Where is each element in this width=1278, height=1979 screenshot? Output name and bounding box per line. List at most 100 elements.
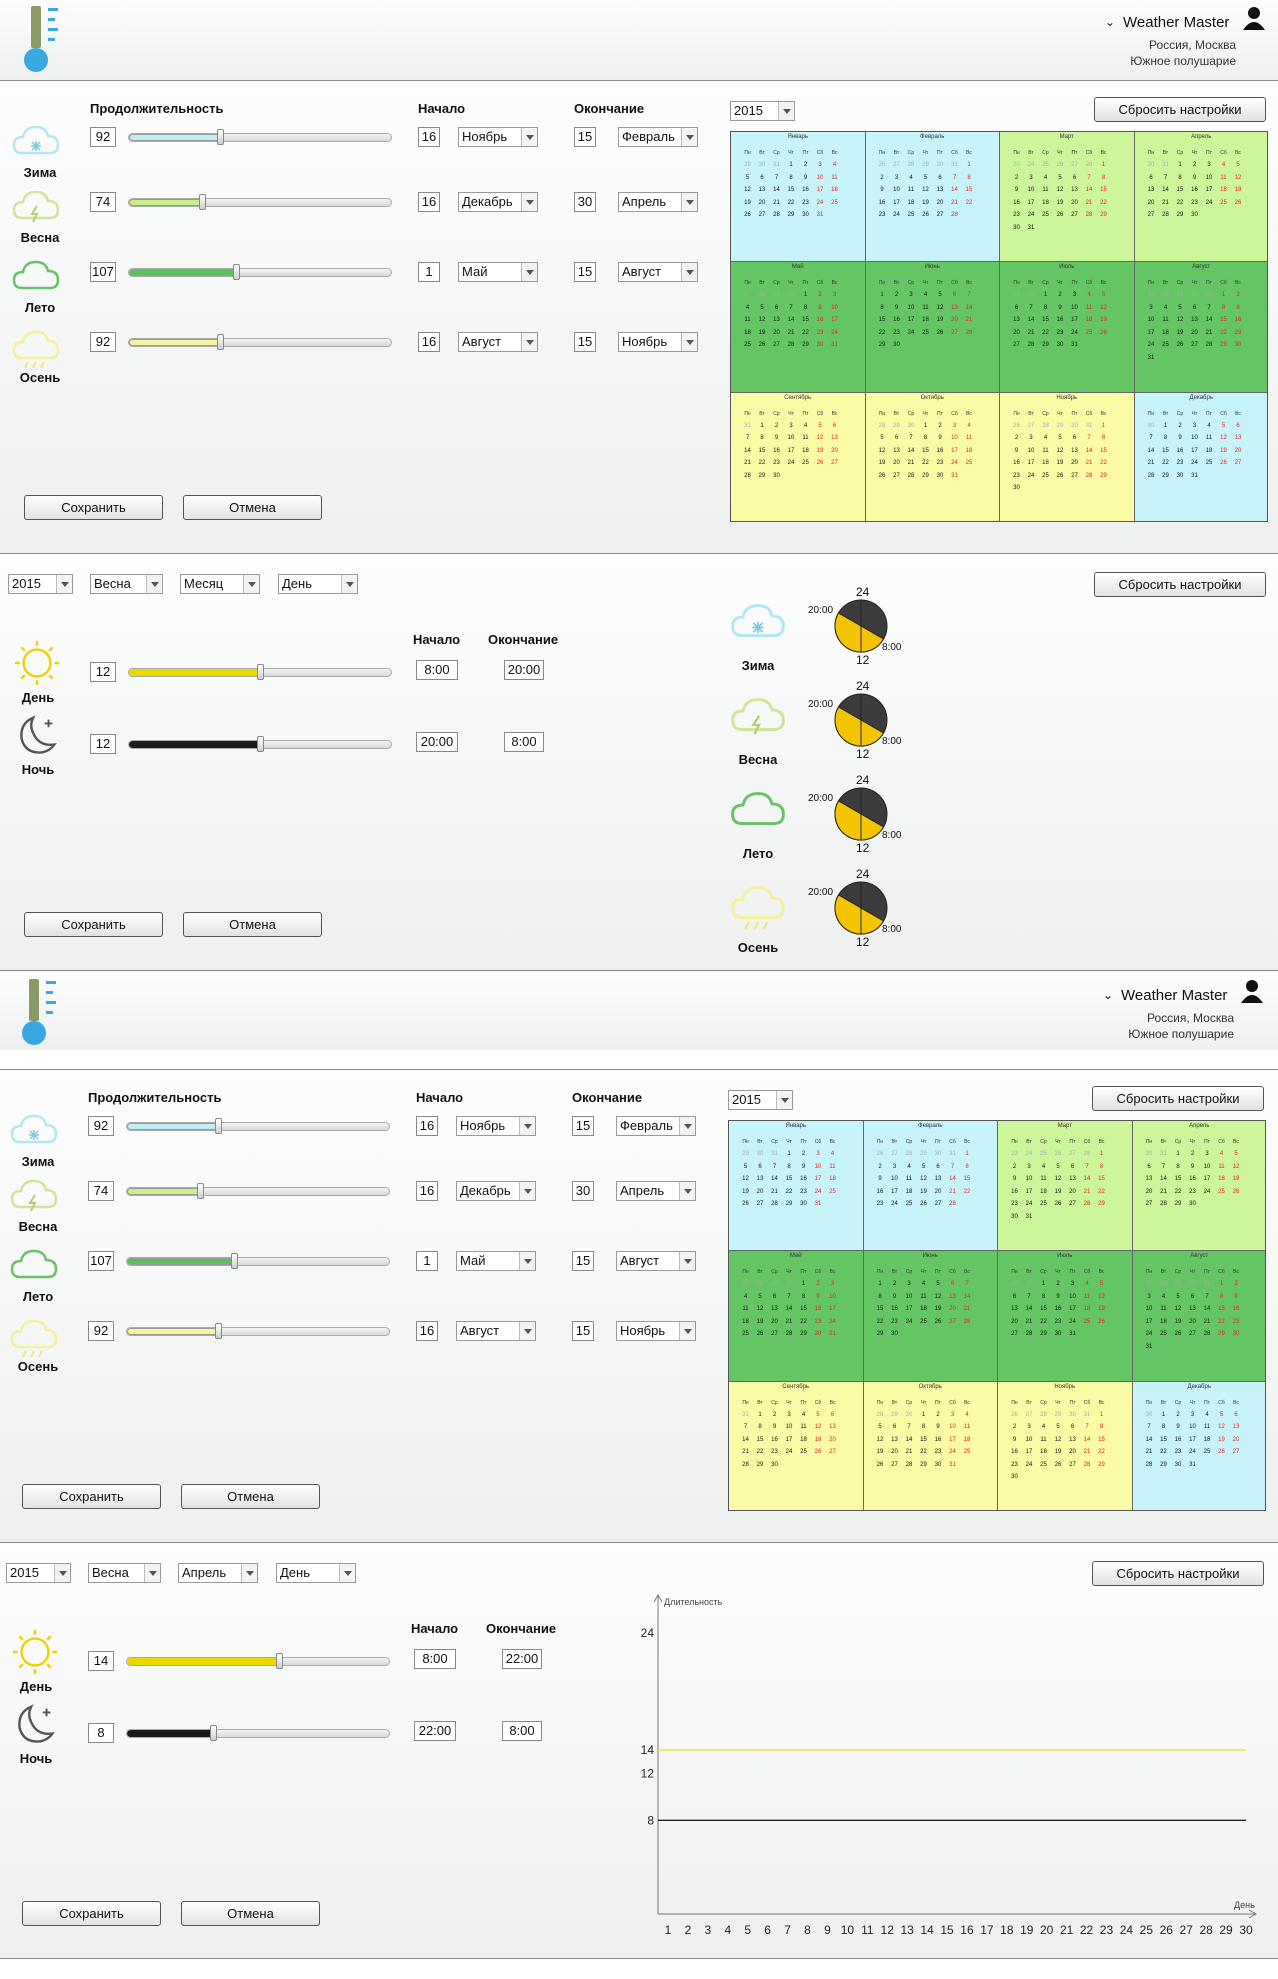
- calendar-day[interactable]: 3: [1190, 1411, 1195, 1418]
- calendar-day[interactable]: 25: [1040, 1201, 1047, 1207]
- calendar-day[interactable]: 22: [1220, 329, 1227, 336]
- calendar-day[interactable]: 2: [772, 1411, 777, 1418]
- calendar-day[interactable]: 10: [1071, 304, 1078, 311]
- calendar-day[interactable]: 10: [1027, 447, 1035, 454]
- calendar-day[interactable]: 8: [921, 1424, 926, 1431]
- calendar-day[interactable]: 30: [1232, 1331, 1240, 1338]
- calendar-day[interactable]: 17: [1145, 1318, 1153, 1325]
- calendar-day[interactable]: 29: [1056, 422, 1064, 429]
- calendar-day[interactable]: 23: [1013, 162, 1020, 168]
- calendar-day[interactable]: 6: [1236, 422, 1240, 429]
- calendar-day[interactable]: 12: [816, 435, 824, 442]
- calendar-day[interactable]: 26: [920, 1201, 927, 1207]
- duration-slider[interactable]: [126, 1257, 390, 1266]
- calendar-day[interactable]: 26: [744, 212, 751, 218]
- calendar-day[interactable]: 4: [1043, 435, 1048, 442]
- calendar-day[interactable]: 28: [876, 1411, 884, 1418]
- calendar-day[interactable]: 30: [936, 162, 944, 168]
- end-month-select[interactable]: Август: [618, 262, 698, 282]
- calendar-day[interactable]: 22: [1098, 1449, 1105, 1456]
- calendar-day[interactable]: 5: [1178, 304, 1182, 311]
- calendar-day[interactable]: 11: [1220, 174, 1227, 181]
- calendar-day[interactable]: 17: [787, 447, 795, 454]
- calendar-day[interactable]: 16: [1056, 317, 1064, 324]
- calendar-day[interactable]: 30: [1054, 1331, 1062, 1338]
- calendar-day[interactable]: 17: [816, 187, 824, 193]
- start-time-input[interactable]: 22:00: [414, 1721, 456, 1741]
- calendar-day[interactable]: 27: [891, 1461, 898, 1468]
- duration-slider[interactable]: [126, 1187, 390, 1196]
- duration-slider-thumb[interactable]: [198, 194, 206, 210]
- calendar-day[interactable]: 27: [893, 162, 900, 168]
- calendar-day[interactable]: 3: [1070, 1281, 1075, 1288]
- calendar-day[interactable]: 29: [878, 342, 886, 349]
- calendar-day[interactable]: 25: [905, 1201, 913, 1207]
- calendar-day[interactable]: 24: [1027, 162, 1035, 168]
- calendar-day[interactable]: 1: [923, 422, 928, 429]
- calendar-day[interactable]: 15: [756, 1436, 764, 1443]
- calendar-day[interactable]: 4: [832, 162, 837, 168]
- calendar-day[interactable]: 8: [1101, 174, 1106, 181]
- calendar-day[interactable]: 3: [1029, 435, 1033, 442]
- calendar-day[interactable]: 18: [742, 1318, 749, 1325]
- calendar-day[interactable]: 25: [920, 1318, 927, 1325]
- calendar-day[interactable]: 7: [1207, 304, 1211, 311]
- calendar-day[interactable]: 1: [789, 162, 793, 168]
- calendar-day[interactable]: 12: [1174, 1306, 1182, 1313]
- calendar-day[interactable]: 14: [951, 187, 958, 193]
- calendar-day[interactable]: 25: [1220, 199, 1227, 206]
- calendar-day[interactable]: 31: [1085, 422, 1093, 429]
- calendar-day[interactable]: 1: [1099, 1151, 1104, 1157]
- calendar-day[interactable]: 25: [963, 1449, 971, 1456]
- start-month-select[interactable]: Декабрь: [456, 1181, 536, 1201]
- calendar-day[interactable]: 14: [907, 447, 915, 454]
- calendar-day[interactable]: 29: [922, 162, 929, 168]
- calendar-day[interactable]: 18: [800, 1436, 807, 1443]
- calendar-day[interactable]: 11: [1040, 1176, 1047, 1182]
- calendar-day[interactable]: 17: [907, 317, 915, 324]
- reset-settings-button[interactable]: Сбросить настройки: [1094, 572, 1266, 597]
- calendar-day[interactable]: 22: [1040, 1318, 1047, 1325]
- calendar-day[interactable]: 12: [742, 1176, 749, 1182]
- calendar-day[interactable]: 14: [1145, 1436, 1153, 1443]
- calendar-day[interactable]: 11: [1040, 1436, 1047, 1443]
- calendar-day[interactable]: 28: [1162, 292, 1169, 299]
- calendar-day[interactable]: 26: [1232, 1188, 1240, 1195]
- calendar-day[interactable]: 31: [1025, 1213, 1033, 1220]
- calendar-day[interactable]: 28: [963, 1318, 971, 1325]
- save-button[interactable]: Сохранить: [22, 1484, 161, 1509]
- end-day-input[interactable]: 30: [572, 1181, 594, 1201]
- calendar-day[interactable]: 8: [1101, 435, 1106, 442]
- calendar-day[interactable]: 3: [1207, 162, 1211, 168]
- calendar-day[interactable]: 25: [1083, 1318, 1091, 1325]
- calendar-day[interactable]: 23: [876, 1201, 884, 1207]
- calendar-day[interactable]: 25: [744, 342, 751, 349]
- calendar-day[interactable]: 27: [936, 212, 944, 218]
- calendar-day[interactable]: 31: [1071, 342, 1078, 349]
- calendar-day[interactable]: 28: [1162, 212, 1169, 218]
- calendar-day[interactable]: 7: [774, 174, 779, 181]
- calendar-day[interactable]: 14: [1162, 187, 1169, 193]
- calendar-day[interactable]: 5: [921, 1163, 926, 1170]
- calendar-day[interactable]: 30: [785, 1281, 793, 1288]
- calendar-day[interactable]: 28: [907, 472, 915, 479]
- calendar-day[interactable]: 13: [1232, 1424, 1240, 1431]
- calendar-day[interactable]: 28: [744, 472, 751, 479]
- calendar-day[interactable]: 2: [1176, 1411, 1180, 1418]
- calendar-day[interactable]: 27: [1145, 1281, 1153, 1288]
- calendar-day[interactable]: 3: [787, 1411, 791, 1418]
- calendar-day[interactable]: 26: [1056, 472, 1064, 479]
- calendar-day[interactable]: 27: [1147, 212, 1155, 218]
- start-month-select[interactable]: Май: [458, 262, 538, 282]
- calendar-day[interactable]: 2: [880, 174, 884, 181]
- calendar-day[interactable]: 25: [829, 1188, 836, 1195]
- calendar-day[interactable]: 31: [951, 472, 958, 479]
- calendar-day[interactable]: 11: [1203, 1424, 1211, 1431]
- calendar-day[interactable]: 26: [1234, 199, 1242, 206]
- calendar-day[interactable]: 25: [1040, 1461, 1047, 1468]
- calendar-day[interactable]: 18: [1042, 199, 1049, 206]
- calendar-day[interactable]: 6: [1012, 1293, 1017, 1300]
- calendar-day[interactable]: 7: [745, 435, 750, 442]
- calendar-day[interactable]: 17: [829, 1306, 836, 1313]
- calendar-day[interactable]: 16: [1174, 1436, 1182, 1443]
